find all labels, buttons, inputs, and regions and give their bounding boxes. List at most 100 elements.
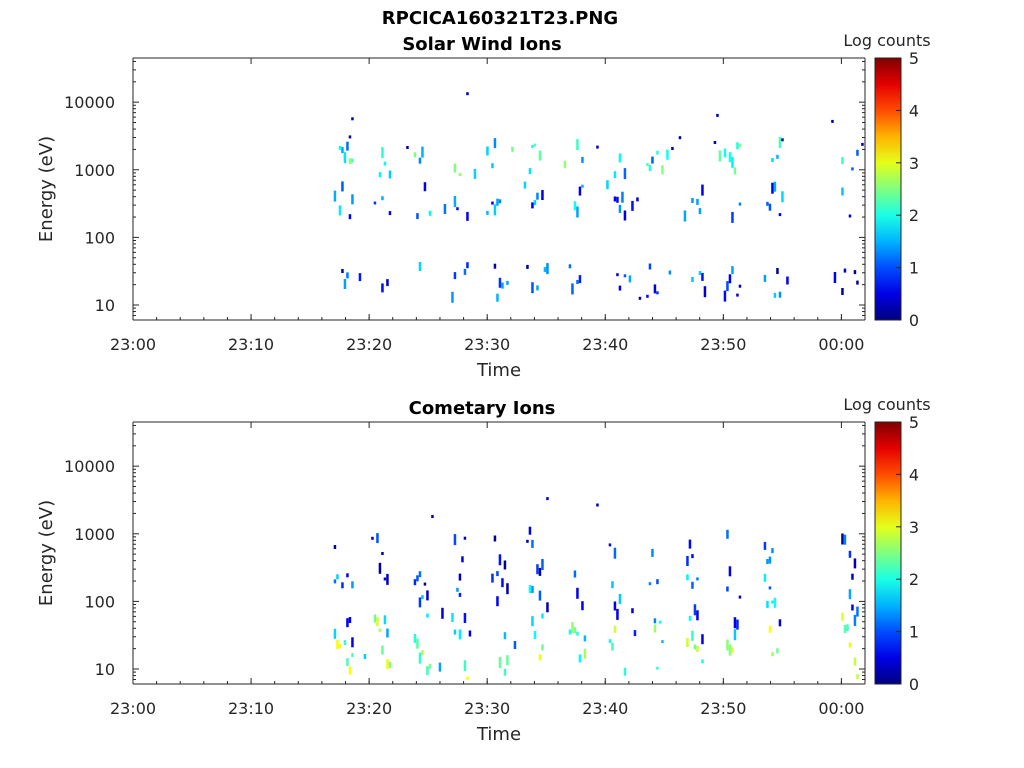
- data-cell: [343, 640, 347, 646]
- data-cell: [848, 589, 852, 600]
- data-cell: [538, 150, 542, 161]
- data-cell: [841, 187, 844, 196]
- data-cell: [541, 559, 544, 570]
- data-cell: [653, 618, 657, 624]
- data-cell: [691, 277, 694, 282]
- x-tick-label: 23:30: [464, 335, 510, 354]
- data-cell: [348, 214, 352, 220]
- data-cell: [571, 622, 574, 633]
- data-cell: [431, 515, 434, 518]
- data-cell: [511, 146, 514, 152]
- data-cell: [696, 610, 699, 621]
- data-cell: [388, 661, 392, 668]
- data-cell: [698, 271, 702, 275]
- data-cell: [336, 639, 339, 649]
- data-cell: [683, 210, 687, 222]
- x-tick-label: 23:00: [110, 335, 156, 354]
- colorbar-tick-label: 1: [909, 259, 919, 278]
- data-cell: [453, 196, 457, 207]
- x-axis-label: Time: [476, 724, 521, 745]
- data-cell: [736, 619, 739, 630]
- data-cell: [768, 586, 772, 590]
- data-cell: [466, 262, 469, 269]
- data-cell: [768, 625, 772, 633]
- data-cell: [386, 659, 389, 670]
- x-tick-label: 23:00: [110, 699, 156, 718]
- data-cell: [351, 653, 354, 658]
- data-cell: [381, 147, 384, 159]
- data-cell: [528, 168, 532, 175]
- data-cell: [526, 264, 529, 269]
- data-cell: [771, 158, 774, 162]
- data-cell: [661, 165, 664, 175]
- data-cell: [338, 145, 342, 150]
- data-cell: [416, 638, 419, 649]
- y-axis-label: Energy (eV): [36, 136, 57, 242]
- data-cell: [498, 554, 502, 566]
- data-cell: [648, 582, 652, 586]
- colorbar-tick-label: 2: [909, 206, 919, 225]
- data-cell: [701, 184, 704, 196]
- data-cell: [413, 152, 417, 158]
- data-cell: [623, 667, 627, 676]
- data-cell: [606, 180, 609, 190]
- data-cell: [843, 534, 847, 545]
- data-cell: [853, 657, 857, 666]
- data-cell: [696, 198, 699, 205]
- data-cell: [771, 182, 774, 194]
- data-cell: [778, 213, 782, 217]
- data-cell: [573, 201, 577, 211]
- data-cell: [496, 293, 499, 302]
- data-cell: [696, 646, 699, 652]
- data-cell: [786, 276, 789, 285]
- data-cell: [451, 291, 454, 303]
- data-cell: [733, 167, 737, 175]
- data-cell: [691, 554, 694, 559]
- data-cell: [461, 556, 464, 563]
- data-cell: [856, 280, 859, 285]
- data-cell: [848, 214, 852, 218]
- data-cell: [438, 662, 442, 672]
- data-cell: [771, 600, 774, 604]
- data-cell: [453, 629, 457, 635]
- x-tick-label: 23:10: [228, 335, 274, 354]
- data-cell: [781, 191, 784, 203]
- data-cell: [541, 613, 544, 619]
- colorbar-label: Log counts: [843, 31, 930, 50]
- data-cell: [623, 168, 627, 180]
- figure-title: RPCICA160321T23.PNG: [382, 8, 618, 29]
- data-cell: [623, 210, 627, 221]
- data-cell: [576, 280, 579, 284]
- data-cell: [416, 575, 419, 582]
- data-cell: [541, 644, 544, 651]
- colorbar-tick-label: 5: [909, 49, 919, 68]
- colorbar-tick-label: 3: [909, 518, 919, 537]
- data-cell: [531, 585, 534, 593]
- data-cell: [351, 158, 354, 163]
- data-cell: [671, 147, 674, 150]
- data-cell: [773, 292, 777, 298]
- data-cell: [513, 641, 517, 649]
- data-cell: [701, 634, 704, 645]
- data-cell: [763, 573, 767, 582]
- data-cell: [738, 202, 742, 206]
- data-cell: [576, 139, 579, 151]
- data-cell: [496, 198, 499, 206]
- data-cell: [766, 201, 769, 206]
- data-cell: [688, 539, 692, 549]
- data-cell: [666, 149, 669, 160]
- colorbar-tick-label: 5: [909, 413, 919, 432]
- data-cell: [418, 571, 422, 578]
- data-cell: [498, 277, 502, 288]
- data-cell: [576, 587, 579, 599]
- y-tick-label: 1000: [74, 161, 115, 180]
- data-cell: [656, 666, 659, 670]
- data-cell: [726, 529, 729, 539]
- data-cell: [533, 631, 537, 639]
- data-cell: [531, 616, 534, 627]
- x-tick-label: 23:20: [346, 699, 392, 718]
- solar-wind-panel: Solar Wind Ions 23:00 23:10 23:20 23:30 23:40…: [36, 31, 931, 381]
- data-cell: [631, 608, 634, 614]
- data-cell: [661, 640, 664, 644]
- data-cell: [346, 272, 349, 279]
